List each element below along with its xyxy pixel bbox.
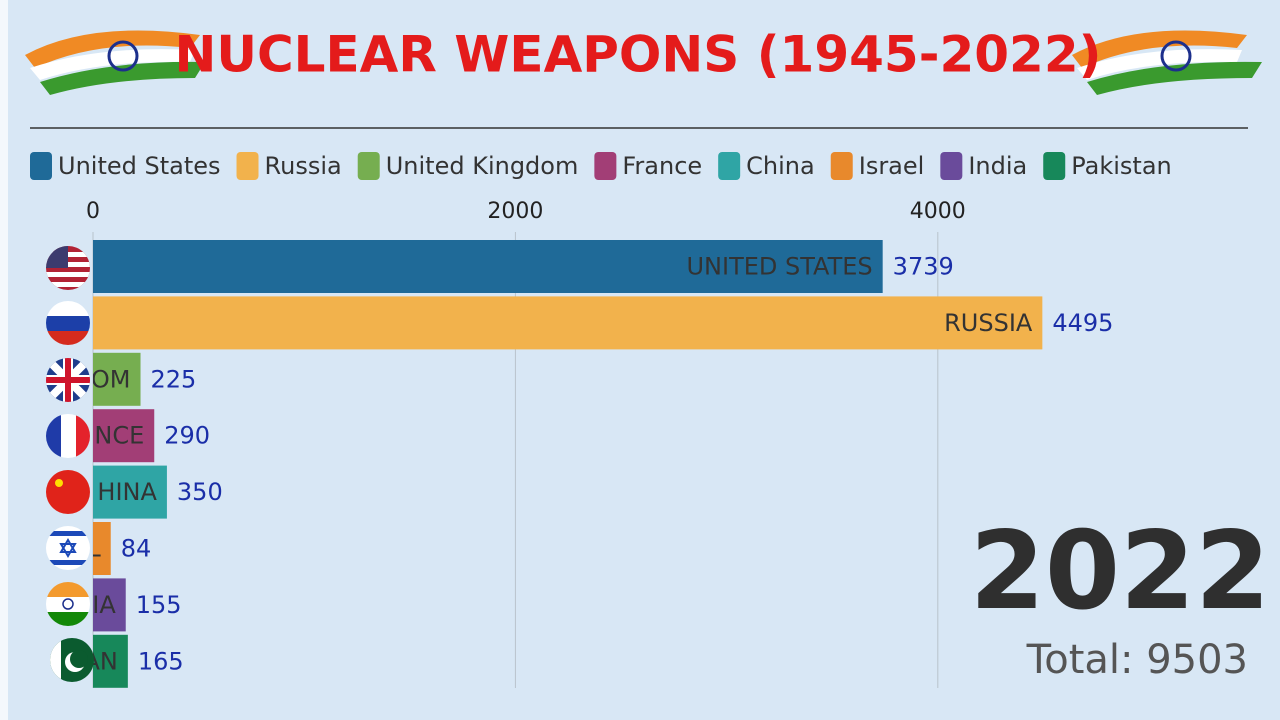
value-label: 155: [136, 591, 182, 619]
flags: [46, 246, 94, 682]
bar: [93, 296, 1043, 350]
value-label: 3739: [893, 253, 954, 281]
flag-decoration-right: [1072, 30, 1262, 95]
value-label: 165: [138, 647, 184, 675]
bar: [93, 522, 111, 575]
bar-label: RUSSIA: [944, 309, 1033, 337]
bar: [93, 240, 883, 293]
legend-swatch: [1043, 152, 1066, 180]
bar-label: OM: [91, 365, 131, 393]
value-label: 4495: [1052, 309, 1113, 337]
legend-label: France: [622, 152, 702, 180]
chart-title: NUCLEAR WEAPONS (1945-2022): [175, 26, 1102, 84]
bar: [93, 634, 128, 688]
bar-label: HINA: [97, 478, 157, 506]
bar-label: NCE: [94, 422, 144, 450]
bar: [93, 465, 167, 519]
year-label: 2022: [970, 509, 1271, 634]
x-tick-label: 0: [86, 199, 100, 224]
legend-swatch: [357, 152, 380, 180]
value-label: 290: [164, 422, 210, 450]
bar: [93, 409, 155, 463]
legend-label: China: [746, 152, 815, 180]
value-label: 225: [151, 365, 197, 393]
legend-swatch: [30, 152, 52, 180]
legend-swatch: [718, 152, 741, 180]
bar: [93, 578, 126, 632]
legend-swatch: [594, 152, 617, 180]
legend-label: United States: [58, 152, 221, 180]
bar-label: UNITED STATES: [686, 253, 872, 281]
x-tick-label: 4000: [910, 199, 966, 224]
flag-decoration-left: [25, 30, 205, 95]
legend-swatch: [830, 152, 853, 180]
legend-label: United Kingdom: [386, 152, 579, 180]
bar-label: IA: [92, 591, 116, 619]
legend-label: India: [968, 152, 1027, 180]
legend-swatch: [940, 152, 963, 180]
bar-label: AN: [83, 647, 117, 675]
legend-label: Israel: [859, 152, 925, 180]
x-tick-label: 2000: [487, 199, 543, 224]
bar: [93, 352, 141, 406]
legend-label: Pakistan: [1071, 152, 1172, 180]
value-label: 84: [121, 535, 152, 563]
total-label: Total: 9503: [1026, 637, 1248, 683]
value-label: 350: [177, 478, 223, 506]
legend-swatch: [236, 152, 259, 180]
bar-label: L: [87, 535, 101, 563]
left-edge: [0, 0, 8, 720]
legend-label: Russia: [265, 152, 342, 180]
